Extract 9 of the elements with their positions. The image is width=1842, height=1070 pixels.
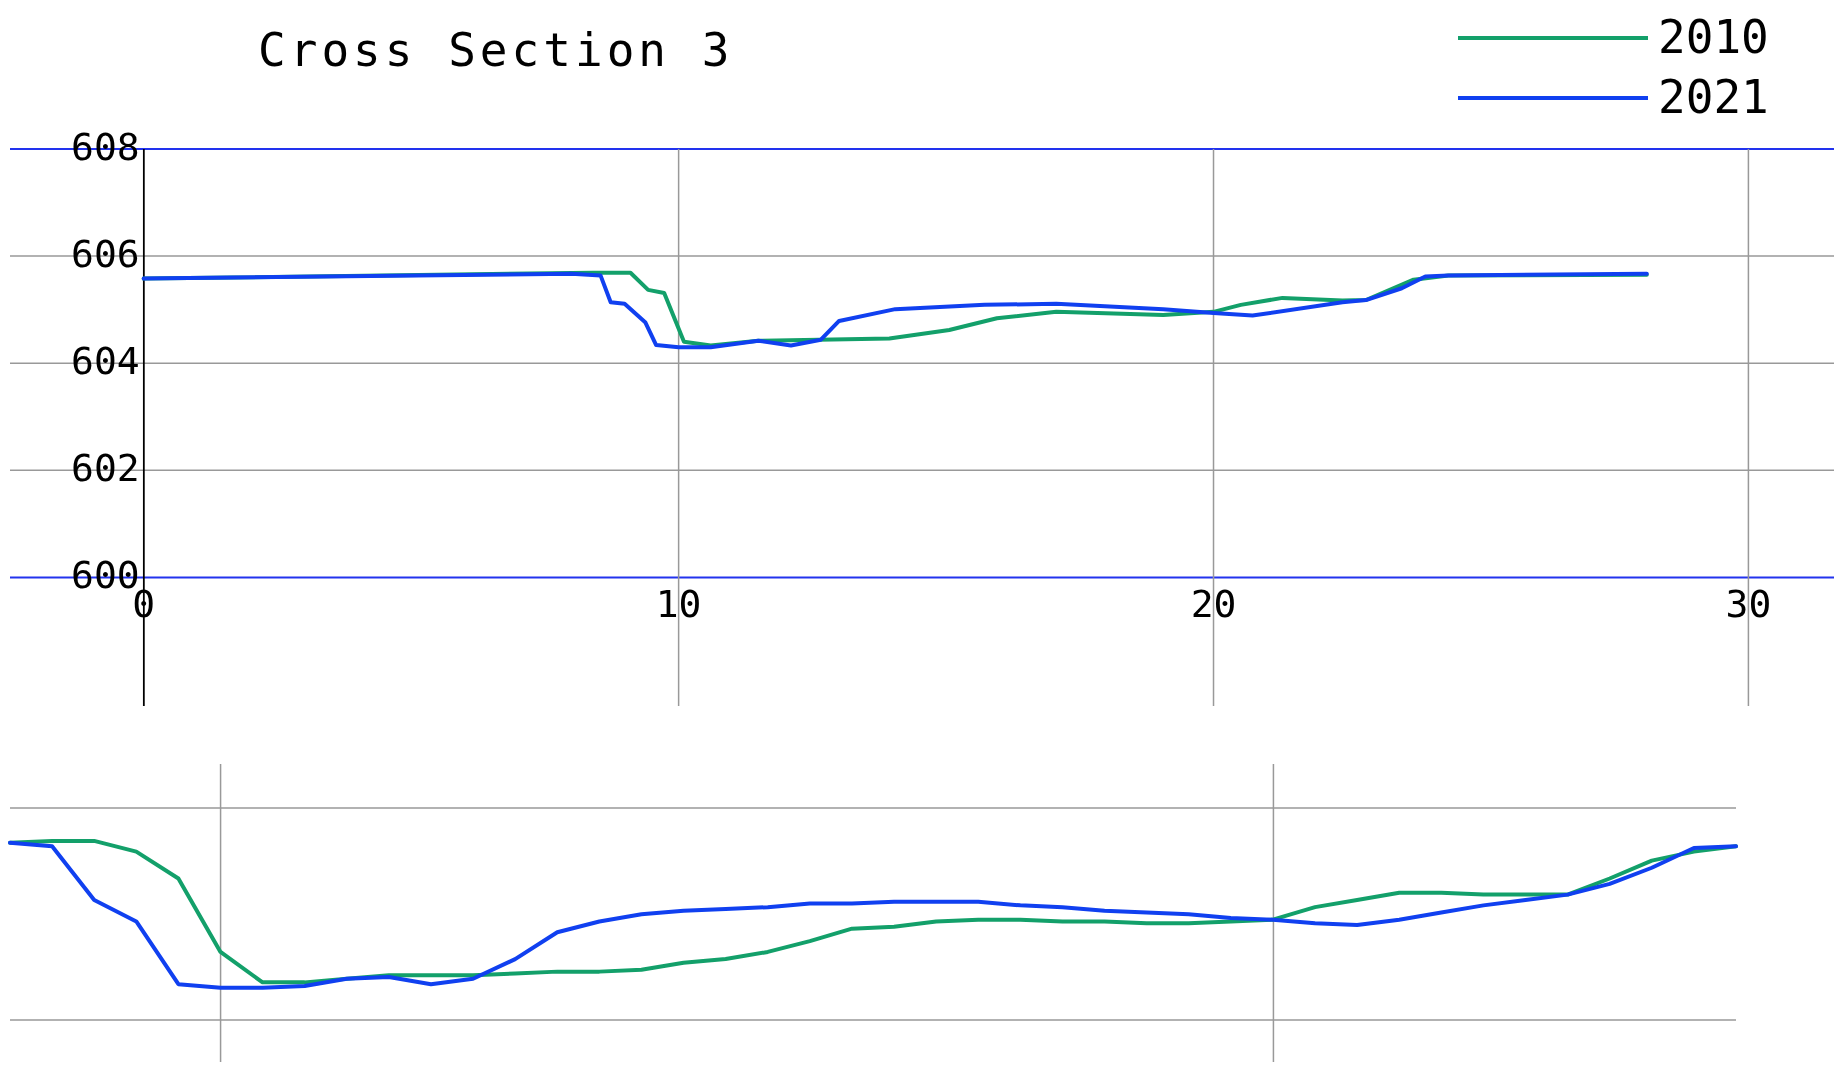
y-tick-label: 604 [71,338,140,383]
x-tick-label: 10 [655,582,702,627]
legend-label: 2021 [1658,70,1769,124]
x-tick-label: 20 [1190,582,1237,627]
chart-title: Cross Section 3 [258,23,734,77]
legend-label: 2010 [1658,10,1769,64]
x-tick-label: 30 [1725,582,1772,627]
y-tick-label: 602 [71,445,140,490]
y-tick-label: 606 [71,231,140,276]
